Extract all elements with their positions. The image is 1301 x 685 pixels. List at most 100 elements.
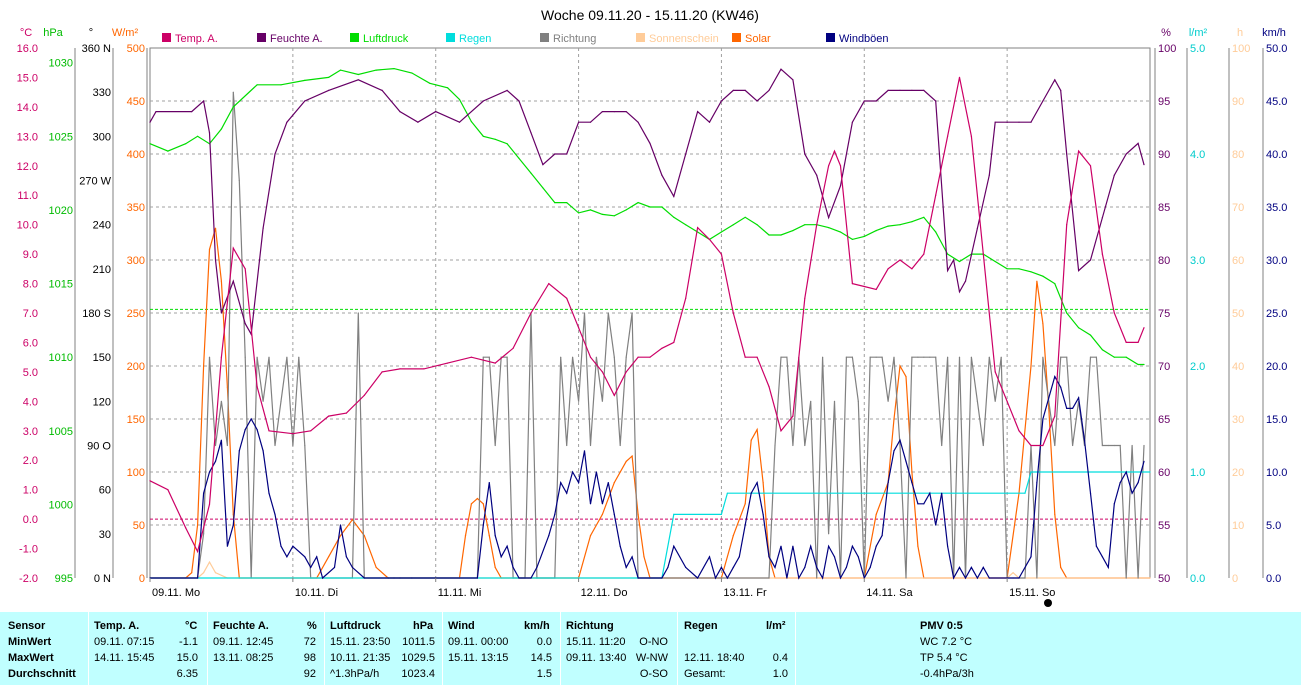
data-point [774,566,776,569]
tick-label: 100 [1158,43,1176,55]
data-point [530,132,532,134]
data-point [256,356,258,358]
right-axes: %10095908580757065605550l/m²5.04.03.02.0… [1154,27,1287,585]
data-point [1119,444,1121,447]
tick-label: 1015 [49,279,73,291]
data-point [298,356,300,358]
data-point [244,268,246,270]
row-max-label: MaxWert [8,652,54,664]
data-point [1006,268,1008,270]
data-point [625,566,627,569]
data-point [310,566,312,569]
data-point [786,577,788,579]
tick-label: 100 [1232,43,1250,55]
tick-label: -1.0 [19,544,38,556]
min-dir-value: O-NO [639,636,668,648]
data-point [923,503,925,505]
tick-label: 1025 [49,131,73,143]
data-point [1113,444,1115,447]
data-point [947,356,949,358]
tick-label: 10.0 [1266,467,1287,479]
tick-label: 200 [127,361,145,373]
max-temp-time: 14.11. 15:45 [94,652,155,664]
data-point [661,174,663,176]
data-point [911,356,913,358]
tick-label: 5.0 [1266,520,1281,532]
data-point [1107,566,1109,569]
data-point [923,253,925,255]
data-point [839,577,842,579]
legend-item: Solar [732,33,771,45]
tick-label: 150 [127,414,145,426]
data-point [1048,407,1050,409]
data-point [566,153,568,155]
x-tick-label: 13.11. Fr [723,587,767,599]
data-point [345,556,347,558]
data-point [578,482,580,484]
data-point [732,89,734,91]
rain-total-label: Gesamt: [684,668,726,680]
data-point [1006,400,1008,402]
data-point [256,84,258,86]
data-point [697,577,699,579]
data-point [774,444,776,447]
data-point [833,556,836,558]
avg-press-value: 1023.4 [401,668,435,680]
tick-label: 11.0 [17,190,38,202]
data-point [304,556,306,558]
data-point [1036,577,1038,579]
x-tick-label: 11.11. Mi [438,587,482,599]
data-point [958,291,961,293]
data-point [554,202,556,204]
data-point [792,79,794,81]
pressure-trend-3h: -0.4hPa/3h [920,668,974,680]
data-point [887,400,889,402]
data-point [637,577,639,579]
data-point [1066,356,1068,358]
data-point [185,143,187,145]
data-point [518,100,520,102]
data-point [899,89,901,91]
data-point [637,202,639,204]
data-point [601,400,604,402]
data-point [578,121,580,123]
tick-label: -2.0 [19,573,38,585]
tick-label: 250 [127,308,145,320]
tick-label: 1000 [49,499,73,511]
data-point [828,533,830,535]
data-point [1137,482,1139,484]
tick-label: 210 [93,264,111,276]
data-point [685,224,687,226]
min-wind-value: 0.0 [536,636,552,648]
x-axis: 09.11. Mo 10.11. Di 11.11. Mi 12.11. Do 13.1… [149,578,1055,607]
data-point [780,356,782,358]
data-point [1048,397,1050,399]
data-point [1036,280,1038,282]
tick-label: 0 [139,573,145,585]
data-point [1072,407,1074,409]
data-point [256,429,258,431]
data-point [988,577,990,579]
legend-swatch [732,33,741,42]
tick-label: 80 [1158,255,1170,267]
tick-label: 1.0 [23,485,38,497]
data-point [292,433,294,435]
avg-wind-value: 1.5 [536,668,552,680]
legend-item: Regen [446,33,491,45]
data-point [625,111,627,113]
data-point [316,556,318,558]
data-point [780,234,782,236]
tick-label: 0.0 [23,514,38,526]
data-point [572,356,574,358]
left-axis: ° 360 N 330 300 270 W 240 210 180 S 150 120 90 O 60… [79,27,114,585]
data-point [708,121,711,123]
data-point [732,535,734,537]
data-point [899,444,901,447]
data-point [185,527,187,529]
data-point [1054,376,1056,378]
tick-label: 330 [93,87,111,99]
data-point [917,503,919,505]
max-temp-value: 15.0 [176,652,198,664]
data-point [1143,164,1145,166]
data-point [1083,439,1086,441]
